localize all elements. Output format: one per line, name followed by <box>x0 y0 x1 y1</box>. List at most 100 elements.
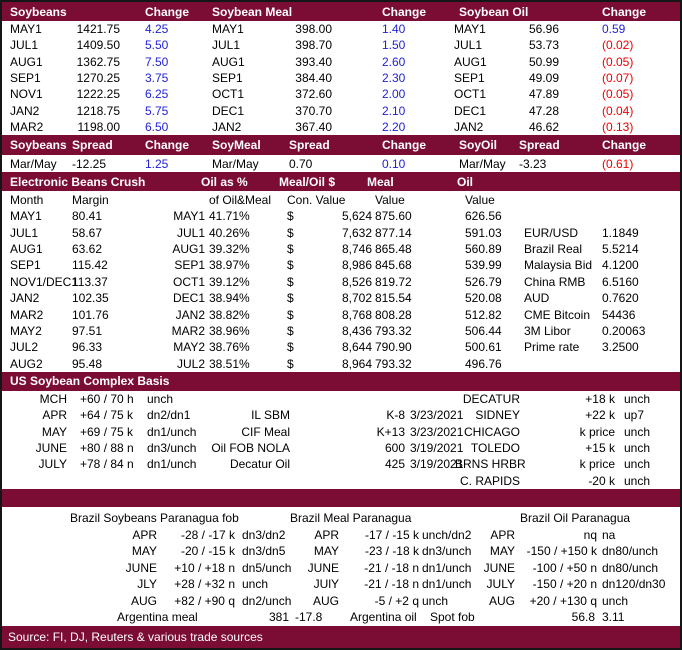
crush-row: JAN2 102.35 DEC1 38.94% $ 8,702 815.54 5… <box>2 290 680 307</box>
crush-month-cell: SEP1 <box>10 258 41 273</box>
crush-margin-cell: 113.37 <box>72 274 108 289</box>
oil-month-cell: AUG1 <box>454 54 487 69</box>
meal-price-cell: 370.70 <box>295 103 332 118</box>
con-value-cell: 5,624 <box>341 209 372 224</box>
meal-month-cell: OCT1 <box>212 87 245 102</box>
oil-pct-month-cell: OCT1 <box>172 274 205 289</box>
city-basis-cell: +22 k <box>585 408 615 423</box>
oil-as-pct-header: Oil as % <box>201 174 248 189</box>
basis-change-cell: dn2/dn1 <box>147 408 191 423</box>
oil-month-cell: MAY1 <box>454 22 486 37</box>
oil-value-cell: 626.56 <box>465 209 502 224</box>
fx-value-cell: 4.1200 <box>602 258 639 273</box>
futures-row: NOV1 1222.25 6.25 OCT1 372.60 2.00 OCT1 … <box>2 86 680 103</box>
soybeans-change-cell: 5.50 <box>145 38 169 53</box>
spread-change-label: Change <box>602 138 647 153</box>
basis-month-cell: JUNE <box>35 441 67 456</box>
oil-header: Oil <box>457 174 474 189</box>
crush-subheader-row: Month Margin of Oil&Meal Con. Value Valu… <box>2 191 680 209</box>
meal-change-header: Change <box>382 4 427 19</box>
oil-pct-month-cell: JAN2 <box>175 307 205 322</box>
brazil-meal-change-cell: dn1/unch <box>422 577 472 592</box>
brazil-oil-change-cell: na <box>602 527 616 542</box>
soybean-oil-title: Soybean Oil <box>459 4 529 19</box>
con-value-cell: 8,964 <box>341 356 372 371</box>
fx-label-cell: China RMB <box>524 274 586 289</box>
brazil-oil-value-cell: +20 / +130 q <box>529 593 597 608</box>
oil-pct-cell: 38.97% <box>209 258 250 273</box>
soyoil-spread-value: -3.23 <box>519 156 547 171</box>
oil-change-cell: 0.59 <box>602 22 626 37</box>
basis-row: C. RAPIDS -20 k unch <box>2 472 680 489</box>
dollar-sign-cell: $ <box>287 274 294 289</box>
crush-margin-cell: 102.35 <box>72 291 109 306</box>
brazil-beans-value-cell: -20 / -15 k <box>180 544 235 559</box>
meal-value-cell: 815.54 <box>375 291 412 306</box>
oil-change-cell: (0.02) <box>602 38 634 53</box>
soybeans-spread-value: -12.25 <box>72 156 107 171</box>
meal-month-cell: JUL1 <box>212 38 241 53</box>
mid-date-cell: 3/23/2021 <box>410 424 464 439</box>
soybeans-month-cell: JUL1 <box>10 38 39 53</box>
con-value-cell: 8,702 <box>341 291 372 306</box>
fx-value-cell: 0.20063 <box>602 324 646 338</box>
spot-fob-value: 56.8 <box>571 610 595 625</box>
brazil-beans-change-cell: dn3/dn2 <box>242 527 286 542</box>
mid-label-cell: Decatur Oil <box>229 457 290 472</box>
oil-pct-month-cell: JUL1 <box>176 225 205 240</box>
crush-header-bar: Electronic Beans Crush Oil as % Meal/Oil… <box>2 172 680 192</box>
fx-label-cell: AUD <box>524 291 550 306</box>
brazil-oil-month-cell: MAY <box>489 544 515 559</box>
basis-month-cell: MCH <box>39 392 67 407</box>
brazil-oil-change-cell: unch <box>602 593 629 608</box>
brazil-beans-value-cell: +28 / +32 n <box>174 577 235 592</box>
city-change-cell: unch <box>624 473 651 488</box>
city-change-cell: up7 <box>624 408 645 423</box>
spread-change-label: Change <box>382 138 427 153</box>
crush-row: MAR2 101.76 JAN2 38.82% $ 8,768 808.28 5… <box>2 306 680 323</box>
soymeal-spread-value: 0.70 <box>289 156 313 171</box>
mid-value-cell: K+13 <box>376 424 405 439</box>
oil-change-cell: (0.04) <box>602 103 634 118</box>
soybeans-change-header: Change <box>145 4 190 19</box>
basis-change-cell: dn1/unch <box>147 457 197 472</box>
soybeans-title: Soybeans <box>10 4 67 19</box>
soybeans-price-cell: 1222.25 <box>76 87 120 102</box>
crush-row: AUG2 95.48 JUL2 38.51% $ 8,964 793.32 49… <box>2 355 680 372</box>
city-change-cell: unch <box>624 392 651 407</box>
meal-change-cell: 2.60 <box>382 54 406 69</box>
spread-soyoil-title: SoyOil <box>459 138 498 153</box>
meal-value-cell: 865.48 <box>375 242 412 257</box>
crush-row: MAY1 80.41 MAY1 41.71% $ 5,624 875.60 62… <box>2 208 680 225</box>
mid-value-cell: 425 <box>384 457 405 472</box>
spread-label: Spread <box>72 138 113 153</box>
oil-value-cell: 500.61 <box>465 340 502 355</box>
oil-value-cell: 539.99 <box>465 258 502 273</box>
soybeans-change-cell: 7.50 <box>145 54 169 69</box>
crush-month-cell: MAR2 <box>10 307 44 322</box>
argentina-meal-label: Argentina meal <box>117 610 198 625</box>
brazil-oil-title: Brazil Oil Paranagua <box>520 511 631 526</box>
meal-change-cell: 2.30 <box>382 71 406 86</box>
oil-pct-month-cell: SEP1 <box>174 258 205 273</box>
soybeans-month-cell: AUG1 <box>10 54 43 69</box>
crush-month-cell: AUG1 <box>10 242 43 257</box>
futures-row: AUG1 1362.75 7.50 AUG1 393.40 2.60 AUG1 … <box>2 53 680 70</box>
futures-row: MAR2 1198.00 6.50 JAN2 367.40 2.20 JAN2 … <box>2 118 680 136</box>
oil-pct-cell: 38.94% <box>209 291 250 306</box>
mid-label-cell: CIF Meal <box>241 424 290 439</box>
meal-price-cell: 372.60 <box>295 87 332 102</box>
con-value-cell: 8,768 <box>341 307 372 322</box>
oil-pct-month-cell: MAR2 <box>171 324 205 338</box>
spread-label: Spread <box>519 138 560 153</box>
oil-pct-cell: 40.26% <box>209 225 250 240</box>
fx-label-cell: 3M Libor <box>524 324 571 338</box>
spacer <box>2 506 680 510</box>
fx-value-cell: 3.2500 <box>602 340 639 355</box>
meal-change-cell: 1.40 <box>382 22 406 37</box>
brazil-meal-change-cell: unch/dn2 <box>422 527 472 542</box>
soybeans-change-cell: 6.25 <box>145 87 169 102</box>
crush-row: SEP1 115.42 SEP1 38.97% $ 8,986 845.68 5… <box>2 257 680 274</box>
con-value-cell: 8,644 <box>341 340 372 355</box>
con-value-cell: 8,526 <box>341 274 372 289</box>
